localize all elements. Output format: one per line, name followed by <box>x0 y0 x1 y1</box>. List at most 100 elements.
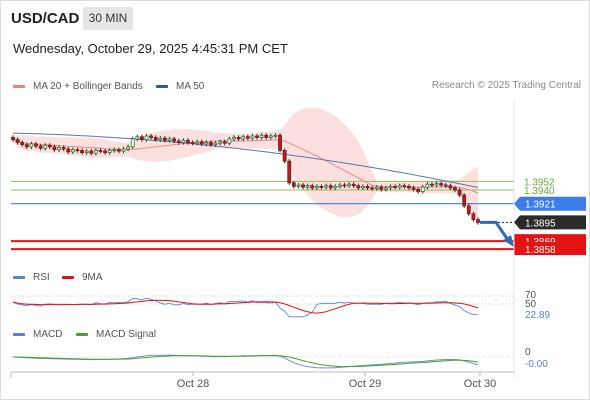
candle-body <box>116 149 121 152</box>
candle-body <box>324 185 328 188</box>
candle-body <box>365 186 370 189</box>
candle-body <box>342 184 347 187</box>
candle-body <box>153 137 158 141</box>
legend-9ma[interactable]: 9MA <box>62 271 103 283</box>
legend-9ma-label: 9MA <box>82 271 103 283</box>
candle-body <box>181 139 186 143</box>
candle-body <box>457 189 462 196</box>
candle-body <box>453 187 457 191</box>
macd-current-value: -0.00 <box>525 359 548 370</box>
candle-body <box>107 150 112 153</box>
candle-body <box>448 185 453 189</box>
timeframe-button[interactable]: 30 MIN <box>83 7 133 30</box>
candle-body <box>268 135 273 138</box>
x-axis-tick-label: Oct 29 <box>349 378 381 390</box>
candle-body <box>222 141 227 144</box>
candle-body <box>130 138 135 148</box>
candle-body <box>61 147 66 150</box>
candle-body <box>351 183 356 187</box>
candle-body <box>89 150 94 154</box>
resistance-label: 1.3952 <box>524 177 555 188</box>
candle-body <box>287 160 292 184</box>
candle-body <box>255 135 259 138</box>
candle-body <box>135 136 140 140</box>
candle-body <box>98 150 103 152</box>
candle-body <box>434 183 439 186</box>
candle-body <box>356 185 361 189</box>
legend-rsi[interactable]: RSI <box>13 271 50 283</box>
candle-body <box>301 184 305 188</box>
candle-body <box>319 186 324 188</box>
candle-body <box>38 145 43 149</box>
candle-body <box>20 142 25 146</box>
rsi-swatch <box>13 275 25 279</box>
macd-tick-0: 0 <box>525 347 531 358</box>
arrow-head <box>503 235 514 248</box>
legend-macd[interactable]: MACD <box>13 328 62 340</box>
candle-body <box>232 137 236 140</box>
candle-body <box>121 148 126 152</box>
candle-body <box>70 149 75 153</box>
candle-body <box>149 135 154 138</box>
legend-ma20-bollinger[interactable]: MA 20 + Bollinger Bands <box>13 80 143 92</box>
candle-body <box>126 146 130 150</box>
candle-body <box>103 150 107 153</box>
candle-body <box>466 205 471 215</box>
candle-body <box>407 186 411 189</box>
candle-body <box>296 184 301 187</box>
candle-body <box>388 186 393 189</box>
candle-body <box>439 183 444 186</box>
candle-body <box>264 134 269 138</box>
rsi-current-value: 22.89 <box>525 310 550 321</box>
ma50-line <box>12 132 479 188</box>
bollinger-fill <box>13 107 478 220</box>
candle-body <box>84 150 89 153</box>
legend-macd-signal[interactable]: MACD Signal <box>76 328 156 340</box>
candle-body <box>333 186 338 189</box>
candle-body <box>314 186 319 189</box>
candle-body <box>328 185 333 189</box>
ma20-swatch <box>13 84 25 88</box>
candle-body <box>259 134 264 138</box>
candle-body <box>199 141 204 145</box>
candle-body <box>379 186 384 190</box>
candle-body <box>361 186 365 189</box>
target-tag <box>514 242 586 256</box>
candle-body <box>163 137 167 141</box>
datetime-label: Wednesday, October 29, 2025 4:45:31 PM C… <box>13 41 288 56</box>
candle-body <box>75 149 80 152</box>
candle-body <box>374 186 379 189</box>
ma9-swatch <box>62 275 74 279</box>
legend-macd-signal-label: MACD Signal <box>96 328 157 340</box>
arrow-shaft <box>480 220 512 244</box>
pivot-tag <box>514 196 586 211</box>
candle-body <box>245 136 250 139</box>
pivot-label: 1.3921 <box>525 200 556 211</box>
candle-body <box>167 138 172 141</box>
candle-body <box>43 144 48 149</box>
rsi-tick-70: 70 <box>525 290 537 301</box>
candle-body <box>34 143 38 147</box>
level-lines <box>11 180 514 251</box>
candle-body <box>305 185 310 188</box>
candle-body <box>430 183 434 186</box>
resistance-label: 1.3940 <box>524 186 555 197</box>
legend-macd-label: MACD <box>33 328 63 340</box>
candle-body <box>204 142 209 145</box>
candle-body <box>397 185 402 188</box>
last-price-label: 1.3895 <box>525 218 556 229</box>
candle-body <box>384 187 388 190</box>
last-price-tag <box>514 215 586 230</box>
candle-body <box>57 147 61 151</box>
candle-body <box>227 138 232 144</box>
candle-body <box>236 137 241 140</box>
rsi-9ma-line <box>12 299 479 314</box>
ma50-swatch <box>156 84 168 88</box>
symbol-title: USD/CAD <box>11 10 80 27</box>
projection-arrow <box>480 220 514 248</box>
candle-body <box>337 184 342 187</box>
legend-ma50[interactable]: MA 50 <box>156 80 204 92</box>
legend-ma20-label: MA 20 + Bollinger Bands <box>33 80 143 92</box>
x-axis-tick-label: Oct 30 <box>464 378 496 390</box>
